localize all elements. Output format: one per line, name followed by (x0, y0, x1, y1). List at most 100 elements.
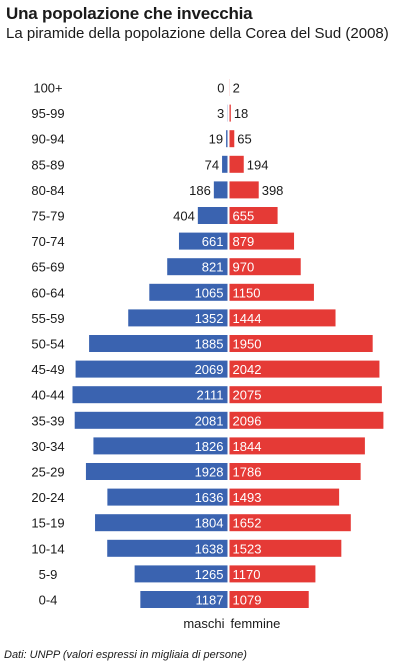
female-bar (229, 258, 301, 276)
female-bar (229, 130, 235, 148)
age-group-label: 90-94 (31, 132, 64, 147)
age-group-label: 20-24 (31, 490, 64, 505)
male-bar (178, 232, 228, 250)
male-bar (93, 437, 228, 455)
male-value-label: 186 (189, 183, 211, 198)
male-bar (95, 514, 228, 532)
male-bar (72, 386, 228, 404)
male-value-label: 1826 (195, 439, 224, 454)
male-bar (213, 181, 228, 199)
male-bar (226, 130, 228, 148)
male-value-label: 404 (173, 209, 195, 224)
chart-title: Una popolazione che invecchia (6, 4, 253, 23)
female-value-label: 2 (233, 81, 240, 96)
legend-females-label: femmine (231, 616, 281, 631)
male-value-label: 1804 (195, 516, 224, 531)
female-value-label: 1150 (233, 285, 261, 300)
male-bar (149, 283, 228, 301)
male-value-label: 0 (217, 81, 224, 96)
female-bar (229, 488, 340, 506)
male-value-label: 74 (205, 157, 219, 172)
female-bar (229, 514, 351, 532)
female-value-label: 1786 (233, 465, 262, 480)
female-value-label: 1444 (233, 311, 262, 326)
male-value-label: 1636 (195, 490, 224, 505)
age-group-label: 25-29 (31, 465, 64, 480)
male-bar (140, 591, 228, 608)
female-bar (229, 232, 295, 250)
male-bar (74, 411, 228, 429)
male-value-label: 2081 (195, 413, 224, 428)
female-bar (229, 437, 365, 455)
age-group-label: 35-39 (31, 413, 64, 428)
female-bar (229, 539, 342, 557)
male-bar (75, 360, 228, 378)
age-group-label: 30-34 (31, 439, 64, 454)
female-bar (229, 565, 316, 583)
female-value-label: 2096 (233, 413, 262, 428)
female-bar (229, 386, 382, 404)
age-group-label: 55-59 (31, 311, 64, 326)
male-value-label: 2069 (195, 362, 224, 377)
male-value-label: 1928 (195, 465, 224, 480)
age-group-label: 50-54 (31, 337, 64, 352)
female-value-label: 970 (233, 260, 255, 275)
age-group-label: 85-89 (31, 157, 64, 172)
female-bar (229, 335, 373, 352)
male-bar (167, 258, 228, 276)
age-group-label: 60-64 (31, 285, 64, 300)
female-value-label: 655 (233, 209, 255, 224)
male-bar (128, 309, 228, 327)
female-value-label: 1170 (233, 567, 261, 582)
male-bar (85, 463, 228, 480)
age-group-label: 45-49 (31, 362, 64, 377)
source-note: Dati: UNPP (valori espressi in migliaia … (4, 649, 247, 661)
legend-males-label: maschi (183, 616, 224, 631)
female-value-label: 65 (237, 132, 251, 147)
male-bar (134, 565, 228, 583)
male-bar (89, 335, 228, 352)
female-bar (229, 309, 336, 327)
female-bar (229, 463, 361, 480)
male-value-label: 821 (202, 260, 224, 275)
age-group-label: 0-4 (39, 593, 58, 608)
age-group-label: 95-99 (31, 106, 64, 121)
age-group-label: 5-9 (39, 567, 58, 582)
chart-subtitle: La piramide della popolazione della Core… (6, 25, 389, 42)
male-bar (197, 207, 228, 224)
female-value-label: 2075 (233, 388, 262, 403)
female-bar (229, 591, 309, 608)
male-bar (107, 488, 228, 506)
female-value-label: 1652 (233, 516, 262, 531)
population-pyramid-chart: 100+ 0 2 95-99 3 18 90-94 19 65 85-89 74 194 80-84 18… (31, 79, 384, 631)
female-value-label: 1079 (233, 593, 262, 608)
female-value-label: 194 (247, 157, 269, 172)
male-bar (222, 155, 228, 173)
female-value-label: 398 (262, 183, 284, 198)
male-value-label: 1638 (195, 541, 224, 556)
age-group-label: 15-19 (31, 516, 64, 531)
male-value-label: 1885 (195, 337, 224, 352)
male-value-label: 1352 (195, 311, 224, 326)
female-bar (229, 283, 314, 301)
female-bar (229, 155, 244, 173)
male-value-label: 1187 (196, 593, 224, 608)
female-value-label: 1844 (233, 439, 262, 454)
age-group-label: 100+ (33, 81, 62, 96)
age-group-label: 80-84 (31, 183, 64, 198)
age-group-label: 70-74 (31, 234, 64, 249)
male-value-label: 19 (209, 132, 223, 147)
female-value-label: 18 (234, 106, 248, 121)
male-value-label: 2111 (197, 388, 224, 403)
male-value-label: 661 (202, 234, 224, 249)
age-group-label: 65-69 (31, 260, 64, 275)
female-value-label: 1950 (233, 337, 262, 352)
female-bar (229, 411, 384, 429)
female-value-label: 2042 (233, 362, 262, 377)
age-group-label: 75-79 (31, 209, 64, 224)
male-value-label: 1065 (195, 285, 224, 300)
male-bar (107, 539, 228, 557)
male-value-label: 1265 (195, 567, 224, 582)
female-bar (229, 104, 231, 122)
female-bar (229, 181, 259, 199)
